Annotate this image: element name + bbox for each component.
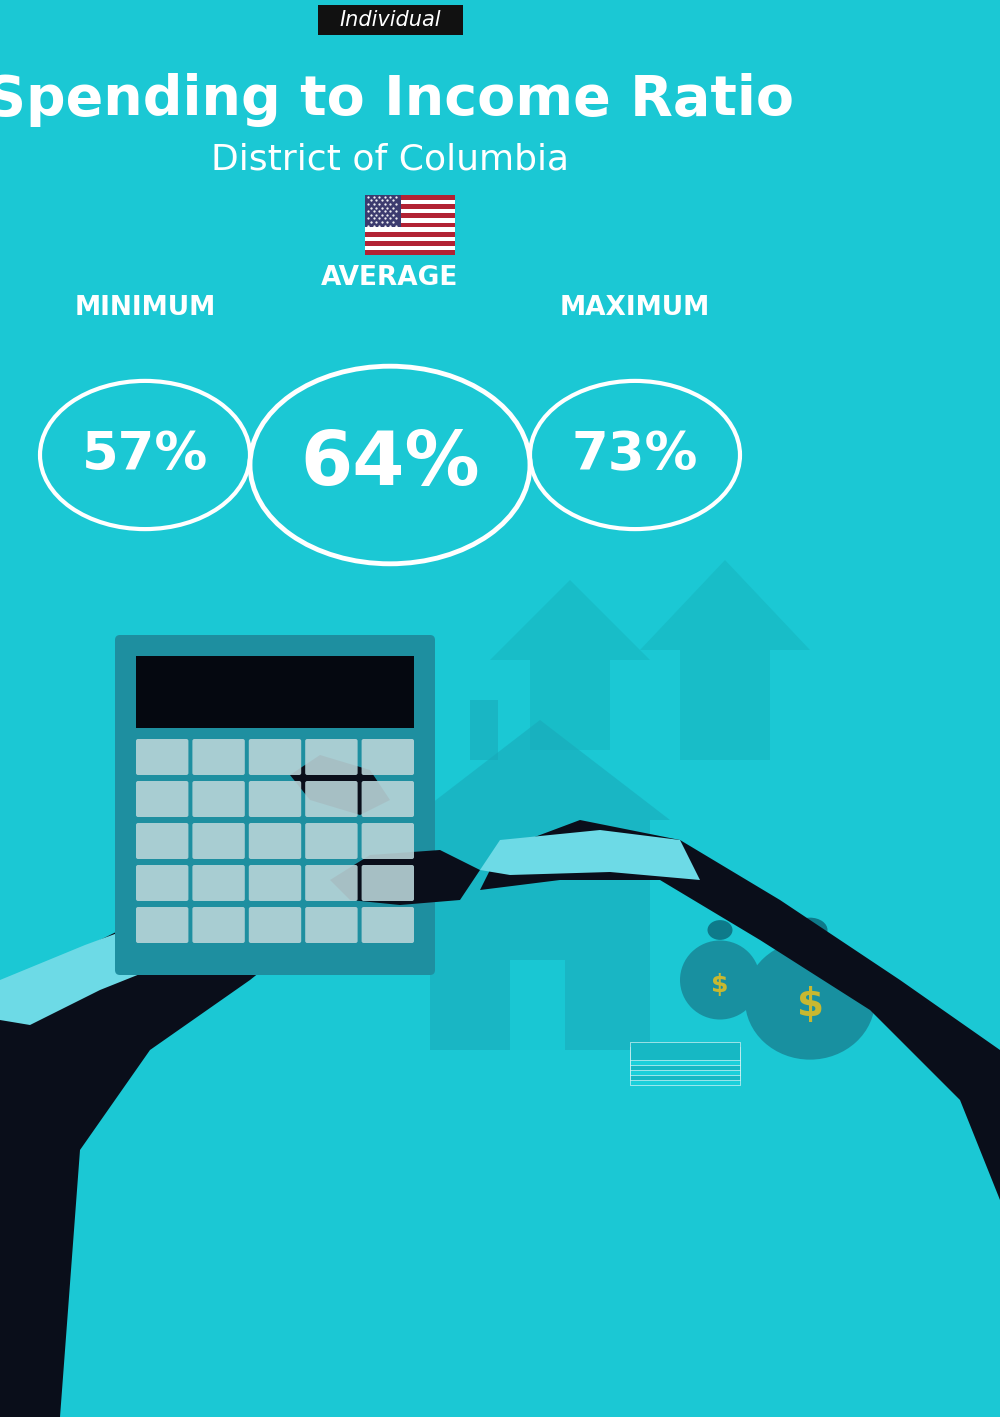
Text: $: $ bbox=[711, 973, 729, 998]
FancyBboxPatch shape bbox=[365, 222, 455, 227]
FancyBboxPatch shape bbox=[630, 1051, 740, 1070]
Polygon shape bbox=[0, 791, 420, 1417]
FancyBboxPatch shape bbox=[318, 6, 462, 35]
Polygon shape bbox=[290, 755, 390, 815]
Text: AVERAGE: AVERAGE bbox=[321, 265, 459, 290]
FancyBboxPatch shape bbox=[192, 781, 245, 818]
FancyBboxPatch shape bbox=[249, 864, 301, 901]
FancyBboxPatch shape bbox=[192, 907, 245, 942]
FancyBboxPatch shape bbox=[136, 907, 188, 942]
FancyBboxPatch shape bbox=[630, 1047, 740, 1066]
FancyBboxPatch shape bbox=[510, 959, 565, 1050]
Polygon shape bbox=[430, 820, 650, 1050]
FancyBboxPatch shape bbox=[115, 635, 435, 975]
FancyBboxPatch shape bbox=[192, 740, 245, 775]
Text: Spending to Income Ratio: Spending to Income Ratio bbox=[0, 74, 794, 128]
FancyBboxPatch shape bbox=[365, 227, 455, 232]
FancyBboxPatch shape bbox=[192, 823, 245, 859]
FancyBboxPatch shape bbox=[365, 218, 455, 222]
FancyBboxPatch shape bbox=[365, 241, 455, 245]
FancyBboxPatch shape bbox=[365, 214, 455, 218]
Ellipse shape bbox=[745, 941, 875, 1060]
FancyBboxPatch shape bbox=[362, 907, 414, 942]
FancyBboxPatch shape bbox=[136, 656, 414, 728]
Text: District of Columbia: District of Columbia bbox=[211, 143, 569, 177]
FancyBboxPatch shape bbox=[136, 864, 188, 901]
Text: Individual: Individual bbox=[339, 10, 441, 30]
FancyBboxPatch shape bbox=[630, 1067, 740, 1085]
FancyBboxPatch shape bbox=[365, 200, 455, 204]
FancyBboxPatch shape bbox=[365, 232, 455, 237]
Text: 73%: 73% bbox=[572, 429, 698, 480]
FancyBboxPatch shape bbox=[365, 245, 455, 251]
Polygon shape bbox=[480, 830, 700, 880]
FancyBboxPatch shape bbox=[192, 864, 245, 901]
FancyBboxPatch shape bbox=[136, 781, 188, 818]
FancyBboxPatch shape bbox=[365, 208, 455, 214]
FancyBboxPatch shape bbox=[362, 864, 414, 901]
FancyBboxPatch shape bbox=[365, 196, 455, 200]
FancyBboxPatch shape bbox=[365, 251, 455, 255]
Polygon shape bbox=[0, 910, 200, 1024]
Polygon shape bbox=[480, 820, 1000, 1417]
FancyBboxPatch shape bbox=[136, 823, 188, 859]
Text: MAXIMUM: MAXIMUM bbox=[560, 295, 710, 322]
FancyBboxPatch shape bbox=[365, 196, 455, 255]
Polygon shape bbox=[490, 580, 650, 750]
FancyBboxPatch shape bbox=[249, 907, 301, 942]
Text: 57%: 57% bbox=[82, 429, 208, 480]
FancyBboxPatch shape bbox=[362, 740, 414, 775]
FancyBboxPatch shape bbox=[305, 740, 358, 775]
FancyBboxPatch shape bbox=[365, 204, 455, 208]
FancyBboxPatch shape bbox=[249, 781, 301, 818]
Text: $: $ bbox=[796, 986, 824, 1024]
FancyBboxPatch shape bbox=[630, 1057, 740, 1076]
FancyBboxPatch shape bbox=[305, 781, 358, 818]
Polygon shape bbox=[330, 850, 480, 905]
Ellipse shape bbox=[708, 920, 732, 939]
FancyBboxPatch shape bbox=[249, 740, 301, 775]
FancyBboxPatch shape bbox=[362, 823, 414, 859]
Polygon shape bbox=[300, 640, 430, 730]
Text: 64%: 64% bbox=[300, 428, 480, 502]
Ellipse shape bbox=[792, 918, 828, 942]
FancyBboxPatch shape bbox=[630, 1041, 740, 1060]
FancyBboxPatch shape bbox=[305, 864, 358, 901]
FancyBboxPatch shape bbox=[470, 700, 498, 760]
FancyBboxPatch shape bbox=[365, 196, 401, 227]
Polygon shape bbox=[410, 720, 670, 820]
Ellipse shape bbox=[680, 941, 760, 1019]
FancyBboxPatch shape bbox=[305, 823, 358, 859]
FancyBboxPatch shape bbox=[136, 740, 188, 775]
FancyBboxPatch shape bbox=[305, 907, 358, 942]
Text: MINIMUM: MINIMUM bbox=[74, 295, 216, 322]
FancyBboxPatch shape bbox=[365, 237, 455, 241]
FancyBboxPatch shape bbox=[249, 823, 301, 859]
FancyBboxPatch shape bbox=[630, 1061, 740, 1080]
Polygon shape bbox=[640, 560, 810, 760]
FancyBboxPatch shape bbox=[362, 781, 414, 818]
